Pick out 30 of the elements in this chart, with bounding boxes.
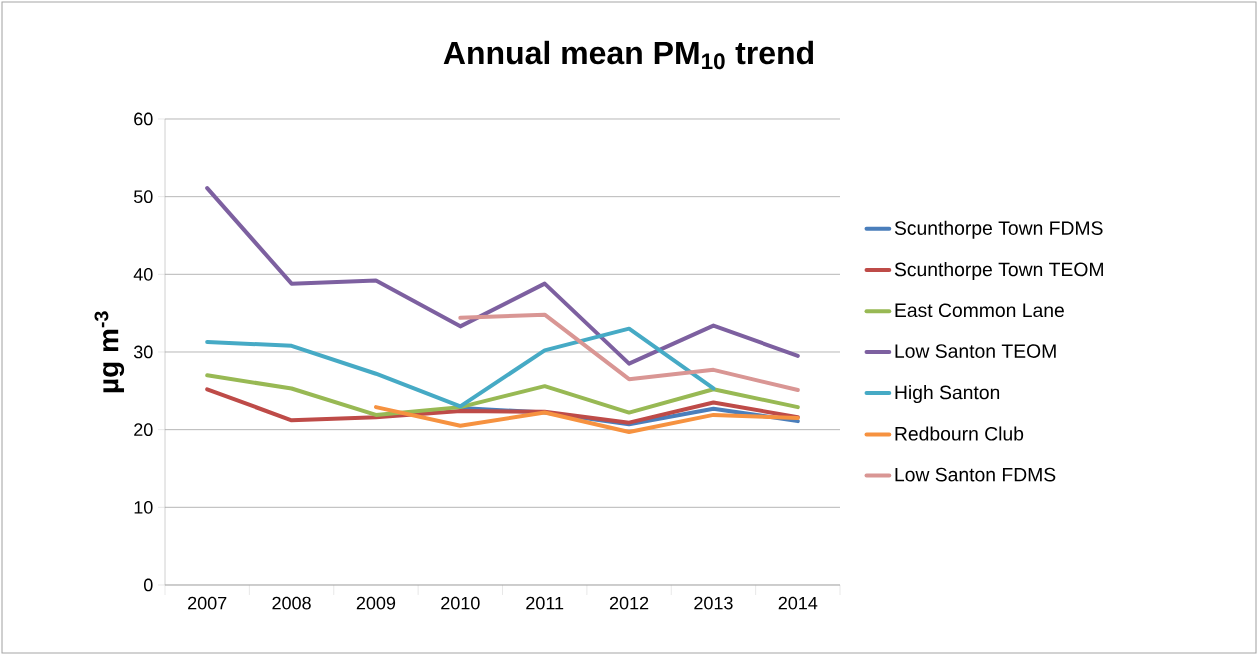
- y-tick-label: 30: [133, 345, 153, 359]
- line-series: [458, 312, 800, 393]
- x-tick-label: 2010: [441, 596, 480, 610]
- legend-label: East Common Lane: [895, 303, 1064, 318]
- y-tick-label: 10: [134, 500, 153, 514]
- legend-label: Scunthorpe Town FDMS: [894, 220, 1103, 239]
- chart-title: Annual mean PM$_{10}$ trend: [443, 40, 814, 70]
- line-series: [205, 326, 716, 409]
- line-series: [205, 387, 800, 425]
- y-tick-label: 40: [133, 267, 153, 281]
- line-series: [205, 373, 800, 417]
- x-tick-label: 2014: [778, 596, 818, 610]
- y-tick-label: 50: [133, 190, 153, 204]
- y-tick-label: 0: [143, 578, 153, 592]
- x-tick-label: 2012: [609, 596, 649, 610]
- legend-label: Redbourn Club: [895, 426, 1024, 441]
- y-axis-title: µg m$^{-3}$: [94, 311, 125, 393]
- line-series: [205, 186, 800, 366]
- x-tick-label: 2007: [188, 596, 227, 610]
- y-tick-label: 20: [134, 423, 153, 437]
- line-series: [373, 405, 800, 434]
- y-tick-label: 60: [134, 112, 153, 126]
- legend-label: Low Santon FDMS: [895, 467, 1056, 482]
- legend-label: Low Santon TEOM: [895, 344, 1056, 358]
- x-tick-label: 2013: [694, 596, 733, 610]
- legend-label: Scunthorpe Town TEOM: [894, 262, 1103, 281]
- x-tick-label: 2011: [526, 596, 564, 610]
- x-tick-label: 2008: [272, 596, 311, 610]
- legend-label: High Santon: [895, 385, 1000, 404]
- x-tick-label: 2009: [356, 596, 396, 610]
